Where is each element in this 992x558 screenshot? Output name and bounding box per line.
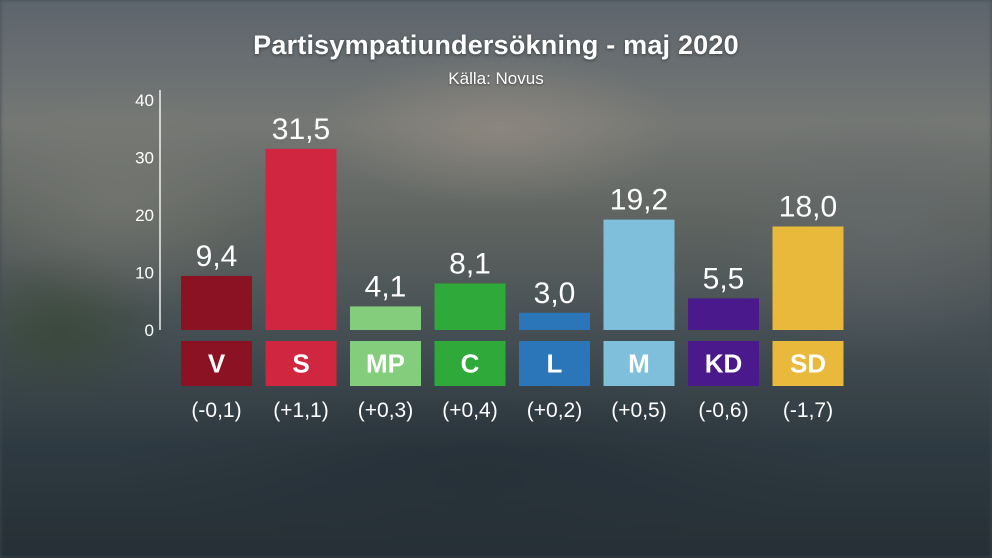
value-label: 31,5 (272, 113, 330, 146)
value-label: 8,1 (449, 247, 491, 280)
party-label: M (628, 349, 650, 379)
party-label: KD (705, 349, 743, 379)
change-label: (+0,4) (442, 399, 497, 422)
party-label: MP (366, 349, 405, 379)
party-label: S (292, 349, 309, 379)
party-label-box (688, 341, 759, 386)
party-label-box (603, 341, 675, 386)
y-tick-label: 40 (135, 91, 154, 110)
y-tick-label: 20 (135, 206, 154, 225)
change-label: (+0,5) (611, 399, 666, 422)
bar (434, 283, 506, 330)
chart-title: Partisympatiundersökning - maj 2020 (253, 30, 739, 60)
bar (519, 312, 590, 330)
party-label-box (181, 341, 252, 386)
party-label-box (434, 341, 506, 386)
party-label-box (350, 341, 421, 386)
bar (265, 148, 337, 330)
y-axis: 0 10 20 30 40 (135, 90, 161, 340)
bar (603, 219, 675, 330)
change-label: (-0,1) (191, 399, 241, 422)
change-label: (+0,2) (527, 399, 582, 422)
category-labels: V (-0,1) S (+1,1) MP (+0,3) C (+0,4) L (+0,2) M (+0… (181, 341, 844, 422)
bar (772, 226, 844, 330)
bars: 9,4 31,5 4,1 8,1 3,0 19,2 5,5 18,0 (181, 113, 844, 330)
party-label-box (519, 341, 590, 386)
party-label: L (547, 349, 563, 379)
value-label: 4,1 (365, 270, 407, 303)
party-label: V (208, 349, 226, 379)
value-label: 19,2 (610, 184, 668, 217)
y-tick-label: 0 (145, 321, 154, 340)
change-label: (-0,6) (698, 399, 748, 422)
value-label: 5,5 (703, 262, 745, 295)
value-label: 18,0 (779, 191, 837, 224)
y-tick-label: 10 (135, 264, 154, 283)
party-label-box (265, 341, 337, 386)
bar (350, 306, 421, 330)
change-label: (+0,3) (358, 399, 413, 422)
party-label: C (461, 349, 480, 379)
bar (688, 298, 759, 330)
party-label-box (772, 341, 844, 386)
change-label: (-1,7) (783, 399, 833, 422)
bar (181, 275, 252, 330)
value-label: 3,0 (534, 277, 576, 310)
change-label: (+1,1) (273, 399, 328, 422)
y-tick-label: 30 (135, 149, 154, 168)
value-label: 9,4 (196, 240, 238, 273)
chart-subtitle: Källa: Novus (448, 69, 544, 88)
party-label: SD (790, 349, 826, 379)
